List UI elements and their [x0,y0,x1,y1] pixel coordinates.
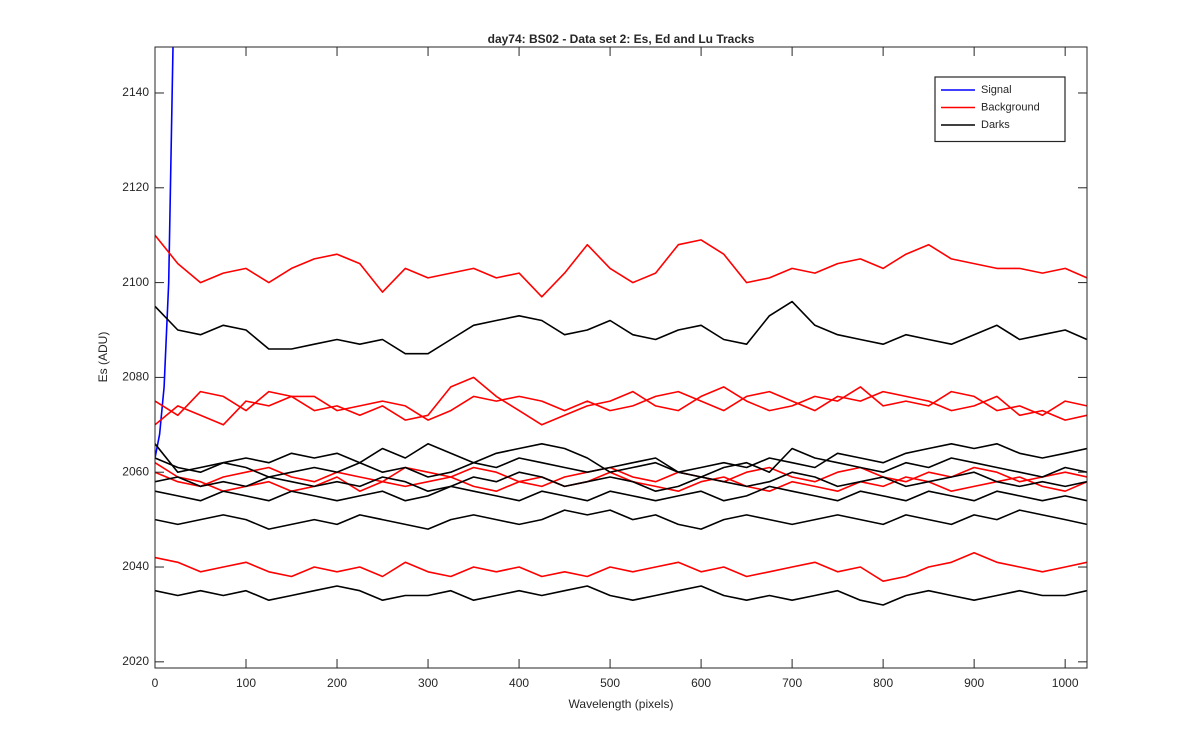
y-tick-label: 2060 [122,464,149,478]
x-tick-label: 700 [782,676,802,690]
series-line [155,447,1087,478]
series-line [155,462,1087,492]
legend-label: Darks [981,119,1010,131]
series-line [155,471,1087,492]
chart-title: day74: BS02 - Data set 2: Es, Ed and Lu … [488,32,755,46]
y-axis-label: Es (ADU) [96,332,110,383]
series-line [155,300,1087,355]
series-line [155,443,1087,473]
legend-label: Background [981,101,1040,113]
x-tick-label: 200 [327,676,347,690]
x-tick-label: 0 [152,676,159,690]
y-tick-label: 2100 [122,275,149,289]
x-tick-label: 900 [964,676,984,690]
y-tick-label: 2080 [122,370,149,384]
legend-label: Signal [981,84,1012,96]
x-tick-label: 500 [600,676,620,690]
x-tick-label: 1000 [1052,676,1079,690]
x-tick-label: 600 [691,676,711,690]
series-line [155,390,1087,426]
legend-box [934,76,1066,143]
x-tick-label: 400 [509,676,529,690]
series-line [155,552,1087,582]
series-line [155,485,1087,502]
x-axis-label: Wavelength (pixels) [569,697,674,711]
y-tick-label: 2020 [122,654,149,668]
y-tick-label: 2140 [122,85,149,99]
series-line [155,47,174,459]
series-line [155,585,1087,606]
series-line [155,466,1087,488]
x-tick-label: 800 [873,676,893,690]
x-tick-label: 300 [418,676,438,690]
x-tick-label: 100 [236,676,256,690]
lines [155,47,1087,606]
axes-box [154,46,1088,669]
plot-area [155,47,1087,668]
series-line [155,234,1087,298]
legend: Signal Background Darks [934,76,1066,143]
series-line [155,509,1087,530]
y-tick-label: 2120 [122,180,149,194]
y-tick-label: 2040 [122,559,149,573]
